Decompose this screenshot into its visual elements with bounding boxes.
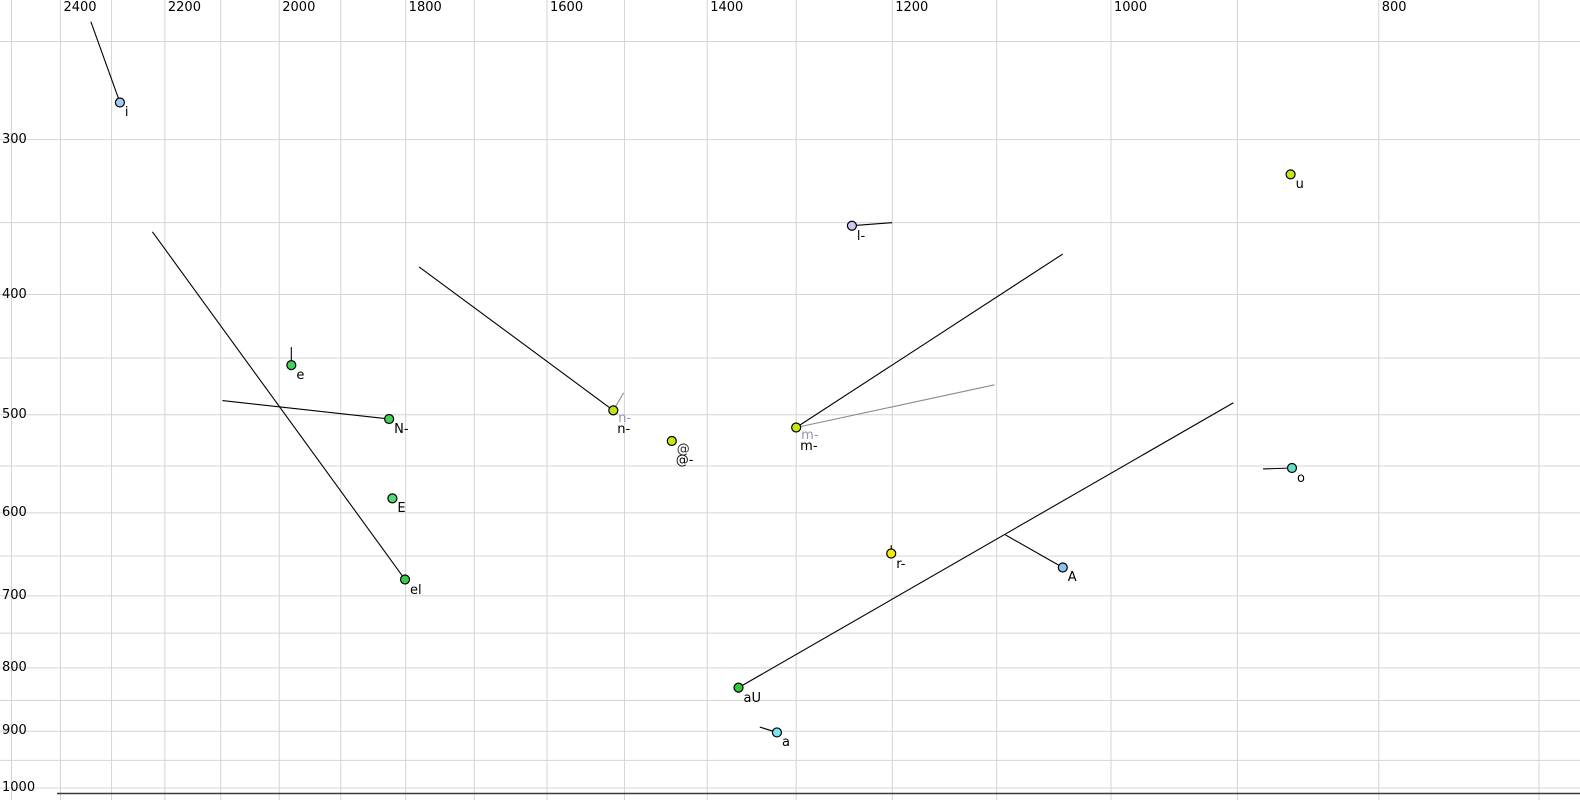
data-point-a[interactable] [771,727,783,738]
x-axis-tick-label: 2200 [167,0,201,15]
x-axis-tick-label: 800 [1381,0,1407,15]
point-label-a: a [781,735,790,751]
data-point-u[interactable] [1285,169,1296,180]
point-label-@: @ [676,441,690,457]
point-label-l-: l- [856,228,866,244]
data-point-i[interactable] [114,97,126,108]
point-label-N-: N- [394,422,409,437]
point-label-n-: n- [618,411,632,427]
data-point-N-[interactable] [384,413,395,425]
formant-tail [222,399,390,420]
formant-tail [851,222,893,227]
data-point-A[interactable] [1057,562,1068,573]
y-axis-tick-label: 1000 [2,780,36,795]
point-label-u: u [1295,177,1304,193]
point-label-r-: r- [896,556,906,572]
formant-tail [418,266,614,411]
y-axis-tick-label: 700 [2,587,27,603]
data-point-n-[interactable] [608,405,619,416]
y-axis-tick-label: 400 [2,286,27,302]
point-label-E: E [397,501,406,517]
x-axis-tick-label: 2400 [63,0,97,15]
point-label-aU: aU [743,690,761,706]
y-axis-tick-label: 300 [2,131,27,147]
formant-tail [151,231,406,580]
point-label-A: A [1067,570,1077,586]
data-point-el[interactable] [399,574,411,585]
formant-tail [1005,534,1064,568]
point-label-o: o [1296,471,1305,486]
data-point-E[interactable] [387,493,398,504]
data-point-r-[interactable] [886,548,897,559]
x-axis-tick-label: 1600 [550,0,584,15]
y-axis-tick-label: 900 [2,723,27,739]
point-label-i: i [124,105,129,121]
formant-tail [90,21,121,103]
formant-tail [795,253,1064,428]
point-label-m-: m- [801,428,819,444]
point-label-e: e [296,368,305,384]
x-axis-tick-label: 2000 [282,0,316,15]
data-point-l-[interactable] [846,220,858,231]
data-point-m-[interactable] [791,422,802,433]
data-point-aU[interactable] [733,682,744,693]
x-axis-tick-label: 1400 [710,0,744,15]
x-axis-tick-label: 1800 [408,0,442,15]
point-label-@-: @- [675,452,694,468]
x-axis-tick-label: 1000 [1114,0,1148,15]
y-axis-tick-label: 500 [2,406,27,422]
formant-tail [738,402,1234,689]
point-label-el: el [410,582,422,598]
y-axis-tick-label: 600 [2,504,27,520]
data-point-e[interactable] [286,360,297,371]
data-point-@-[interactable] [666,435,677,447]
y-axis-tick-label: 800 [2,659,27,675]
x-axis-tick-label: 1200 [895,0,929,15]
point-label-m-: m- [800,439,818,455]
data-point-o[interactable] [1286,462,1298,474]
formant-tail [796,384,995,429]
point-label-n-: n- [617,422,631,438]
